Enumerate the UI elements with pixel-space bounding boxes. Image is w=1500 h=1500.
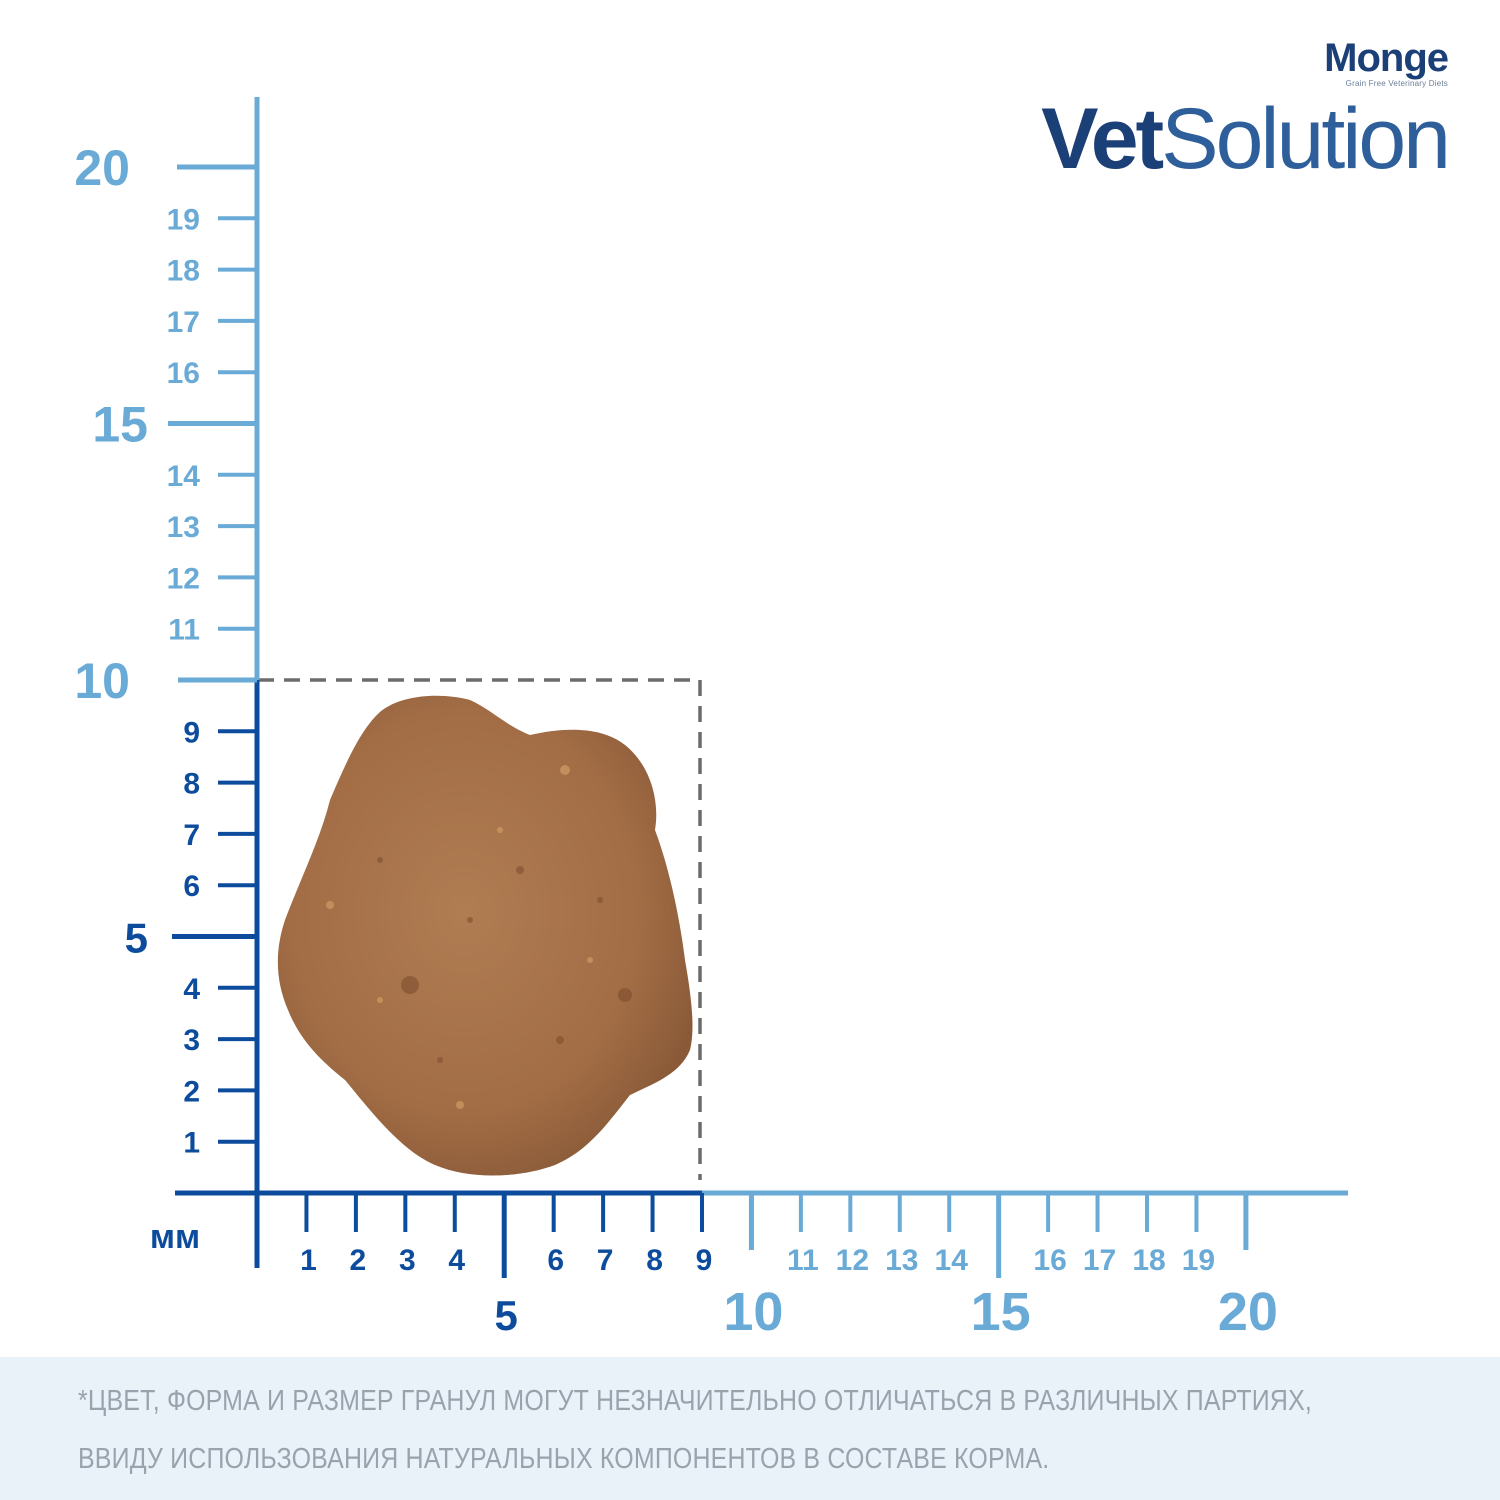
y-label-7: 7 — [183, 819, 200, 852]
y-label-19: 19 — [167, 203, 200, 236]
x-label-7: 7 — [597, 1244, 614, 1277]
y-label-9: 9 — [183, 716, 200, 749]
x-label-20: 20 — [1218, 1282, 1278, 1342]
brand-logo: Monge Grain Free Veterinary Diets VetSol… — [1041, 36, 1451, 187]
y-label-10: 10 — [74, 653, 130, 709]
x-label-14: 14 — [935, 1244, 969, 1277]
x-label-1: 1 — [300, 1244, 317, 1277]
disclaimer-banner: *ЦВЕТ, ФОРМА И РАЗМЕР ГРАНУЛ МОГУТ НЕЗНА… — [0, 1357, 1500, 1500]
vetsolution-light: Solution — [1161, 91, 1451, 187]
unit-label: мм — [150, 1218, 200, 1256]
y-label-11: 11 — [168, 614, 200, 647]
x-label-17: 17 — [1083, 1244, 1116, 1277]
y-label-5: 5 — [125, 915, 148, 962]
x-label-4: 4 — [448, 1244, 465, 1277]
size-bounding-box — [258, 678, 702, 1180]
y-label-12: 12 — [167, 562, 200, 595]
vetsolution-bold: Vet — [1041, 91, 1164, 187]
y-label-16: 16 — [167, 357, 200, 390]
x-label-12: 12 — [836, 1244, 869, 1277]
y-label-3: 3 — [183, 1024, 200, 1057]
x-label-9: 9 — [696, 1244, 713, 1277]
x-label-6: 6 — [547, 1244, 564, 1277]
x-label-5: 5 — [495, 1292, 518, 1339]
kibble-texture — [377, 857, 632, 1063]
disclaimer-line-2: ВВИДУ ИСПОЛЬЗОВАНИЯ НАТУРАЛЬНЫХ КОМПОНЕН… — [78, 1443, 1050, 1475]
x-label-16: 16 — [1033, 1244, 1066, 1277]
x-label-15: 15 — [971, 1282, 1031, 1342]
brand-tagline: Grain Free Veterinary Diets — [1345, 79, 1448, 88]
x-label-2: 2 — [350, 1244, 367, 1277]
kibble-highlights — [326, 765, 593, 1109]
x-label-11: 11 — [787, 1244, 819, 1277]
x-label-18: 18 — [1132, 1244, 1165, 1277]
y-label-15: 15 — [92, 397, 148, 453]
y-label-4: 4 — [183, 973, 200, 1006]
x-label-10: 10 — [723, 1282, 783, 1342]
y-label-6: 6 — [183, 870, 200, 903]
kibble-image — [277, 695, 693, 1176]
y-label-18: 18 — [167, 255, 200, 288]
monge-logo: Monge — [1324, 36, 1449, 80]
y-label-1: 1 — [183, 1127, 200, 1160]
x-axis-ticks: 1 2 3 4 6 7 8 9 11 12 13 14 16 17 18 195 10 15 20 — [300, 1193, 1278, 1342]
x-label-3: 3 — [399, 1244, 416, 1277]
disclaimer-line-1: *ЦВЕТ, ФОРМА И РАЗМЕР ГРАНУЛ МОГУТ НЕЗНА… — [78, 1385, 1312, 1417]
x-label-19: 19 — [1182, 1244, 1215, 1277]
y-label-2: 2 — [183, 1075, 200, 1108]
y-label-14: 14 — [167, 460, 201, 493]
vetsolution-logo: VetSolution — [1041, 91, 1451, 187]
y-label-13: 13 — [167, 511, 200, 544]
y-label-17: 17 — [167, 306, 200, 339]
x-label-13: 13 — [885, 1244, 918, 1277]
y-label-20: 20 — [74, 140, 130, 196]
y-label-8: 8 — [183, 768, 200, 801]
x-label-8: 8 — [646, 1244, 663, 1277]
